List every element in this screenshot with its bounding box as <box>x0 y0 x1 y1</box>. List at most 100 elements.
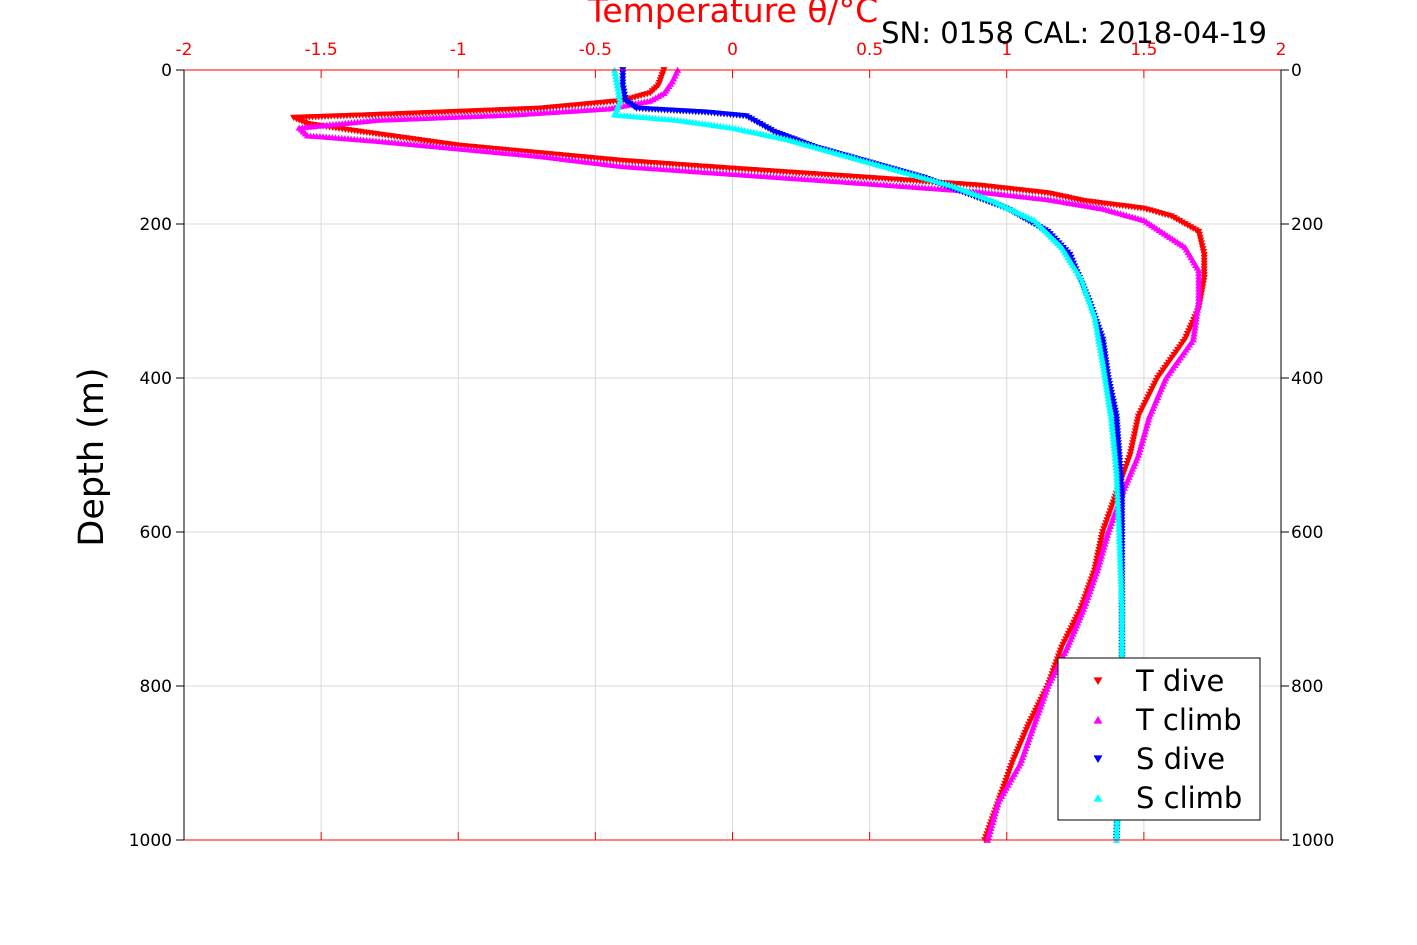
data-point-s-climb <box>1115 525 1123 532</box>
data-point-s-climb <box>1118 602 1126 609</box>
data-point-s-climb <box>1115 516 1123 523</box>
x-tick-label: 0.5 <box>856 40 883 60</box>
data-point-t-climb <box>1195 294 1203 301</box>
data-point-s-climb <box>1115 531 1123 538</box>
data-point-s-climb <box>1118 642 1126 649</box>
data-point-s-climb <box>1104 395 1112 402</box>
data-point-s-climb <box>1096 347 1105 354</box>
data-point-s-climb <box>1100 365 1108 372</box>
x-tick-label: 1.5 <box>1130 40 1157 60</box>
data-point-s-dive <box>619 73 627 80</box>
data-point-s-climb <box>1114 497 1122 505</box>
y-tick-label-left: 600 <box>140 523 172 543</box>
data-point-s-climb <box>1105 398 1113 405</box>
data-point-t-climb <box>1191 324 1199 331</box>
data-point-s-dive <box>761 124 770 131</box>
data-point-s-climb <box>1113 485 1121 492</box>
y-tick-label-left: 200 <box>140 215 172 235</box>
data-point-t-climb <box>1195 266 1203 274</box>
data-point-s-climb <box>1116 553 1124 560</box>
data-point-s-climb <box>1112 833 1121 840</box>
data-point-s-climb <box>1111 457 1120 464</box>
y-tick-label-right: 200 <box>1291 215 1323 235</box>
x-tick-label: -1.5 <box>305 40 338 60</box>
axes <box>176 69 1289 841</box>
y-axis-label: Depth (m) <box>72 367 112 546</box>
data-point-s-climb <box>615 94 624 101</box>
data-point-s-climb <box>1109 438 1118 445</box>
data-point-t-dive <box>1192 227 1200 234</box>
x-tick-label: 0 <box>727 40 738 60</box>
data-point-s-climb <box>1118 618 1126 625</box>
data-point-s-climb <box>1110 444 1118 452</box>
data-point-t-dive <box>1175 218 1184 225</box>
data-point-s-climb <box>1112 467 1121 474</box>
legend-marker-t-dive <box>1093 677 1103 686</box>
y-tick-label-right: 1000 <box>1291 831 1334 851</box>
data-point-s-climb <box>1103 389 1111 396</box>
data-point-s-climb <box>1118 645 1126 652</box>
data-point-s-climb <box>1118 633 1126 640</box>
data-point-t-dive <box>1178 219 1186 226</box>
data-point-s-climb <box>1113 482 1121 489</box>
data-point-s-climb <box>1095 337 1103 344</box>
data-point-s-climb <box>1118 630 1126 637</box>
data-point-s-climb <box>1118 636 1126 643</box>
legend-label-s-climb: S climb <box>1136 781 1242 815</box>
data-point-s-climb <box>1118 611 1126 619</box>
data-point-s-climb <box>1113 488 1122 495</box>
data-point-s-climb <box>1098 356 1106 363</box>
data-point-s-climb <box>1107 416 1115 423</box>
data-point-s-climb <box>1115 522 1123 529</box>
data-point-s-climb <box>1105 401 1113 408</box>
data-point-s-climb <box>1097 350 1105 357</box>
data-point-s-climb <box>1102 383 1110 390</box>
data-point-s-climb <box>1116 544 1124 551</box>
data-point-s-climb <box>1113 473 1121 480</box>
data-point-s-climb <box>1118 648 1126 655</box>
data-point-t-climb <box>1195 291 1203 298</box>
data-point-s-climb <box>1113 476 1121 483</box>
data-point-s-climb <box>612 72 620 80</box>
data-point-s-climb <box>613 82 621 89</box>
data-point-s-dive <box>619 70 627 77</box>
data-point-s-climb <box>1116 541 1124 548</box>
data-point-s-climb <box>1093 325 1101 332</box>
data-point-t-climb <box>1190 330 1198 337</box>
data-point-s-dive <box>767 127 775 134</box>
data-point-s-climb <box>1115 519 1123 526</box>
data-point-t-dive <box>1186 224 1195 231</box>
data-point-s-climb <box>1108 419 1116 426</box>
data-point-s-climb <box>1118 596 1126 603</box>
data-point-s-climb <box>611 69 619 76</box>
data-point-t-dive <box>1200 278 1208 285</box>
data-point-t-climb <box>1195 270 1203 277</box>
legend-box <box>1057 657 1261 821</box>
data-point-s-climb <box>1116 550 1124 557</box>
data-point-t-dive <box>1184 222 1192 229</box>
data-point-s-climb <box>1118 605 1126 612</box>
data-point-s-climb <box>1111 451 1119 458</box>
data-point-s-climb <box>1099 362 1107 369</box>
data-point-s-climb <box>615 91 623 98</box>
legend-label-t-dive: T dive <box>1135 664 1224 698</box>
data-point-s-climb <box>1093 328 1101 335</box>
data-point-s-dive <box>750 117 759 125</box>
data-point-t-climb <box>1193 306 1202 313</box>
data-point-s-climb <box>1113 821 1121 828</box>
data-point-t-climb <box>1195 297 1203 304</box>
data-point-s-climb <box>1118 651 1126 659</box>
data-point-s-climb <box>1094 331 1102 338</box>
data-point-s-dive <box>742 113 750 120</box>
data-point-s-climb <box>1114 510 1122 517</box>
data-point-s-climb <box>1116 547 1124 554</box>
data-point-s-dive <box>748 116 756 123</box>
data-point-s-climb <box>1118 599 1126 606</box>
data-point-s-climb <box>1114 513 1123 520</box>
data-point-t-climb <box>1190 327 1199 334</box>
y-tick-label-right: 0 <box>1291 61 1302 81</box>
data-point-s-climb <box>1113 491 1122 498</box>
data-point-s-climb <box>1106 407 1114 414</box>
data-point-t-dive <box>1181 221 1189 228</box>
